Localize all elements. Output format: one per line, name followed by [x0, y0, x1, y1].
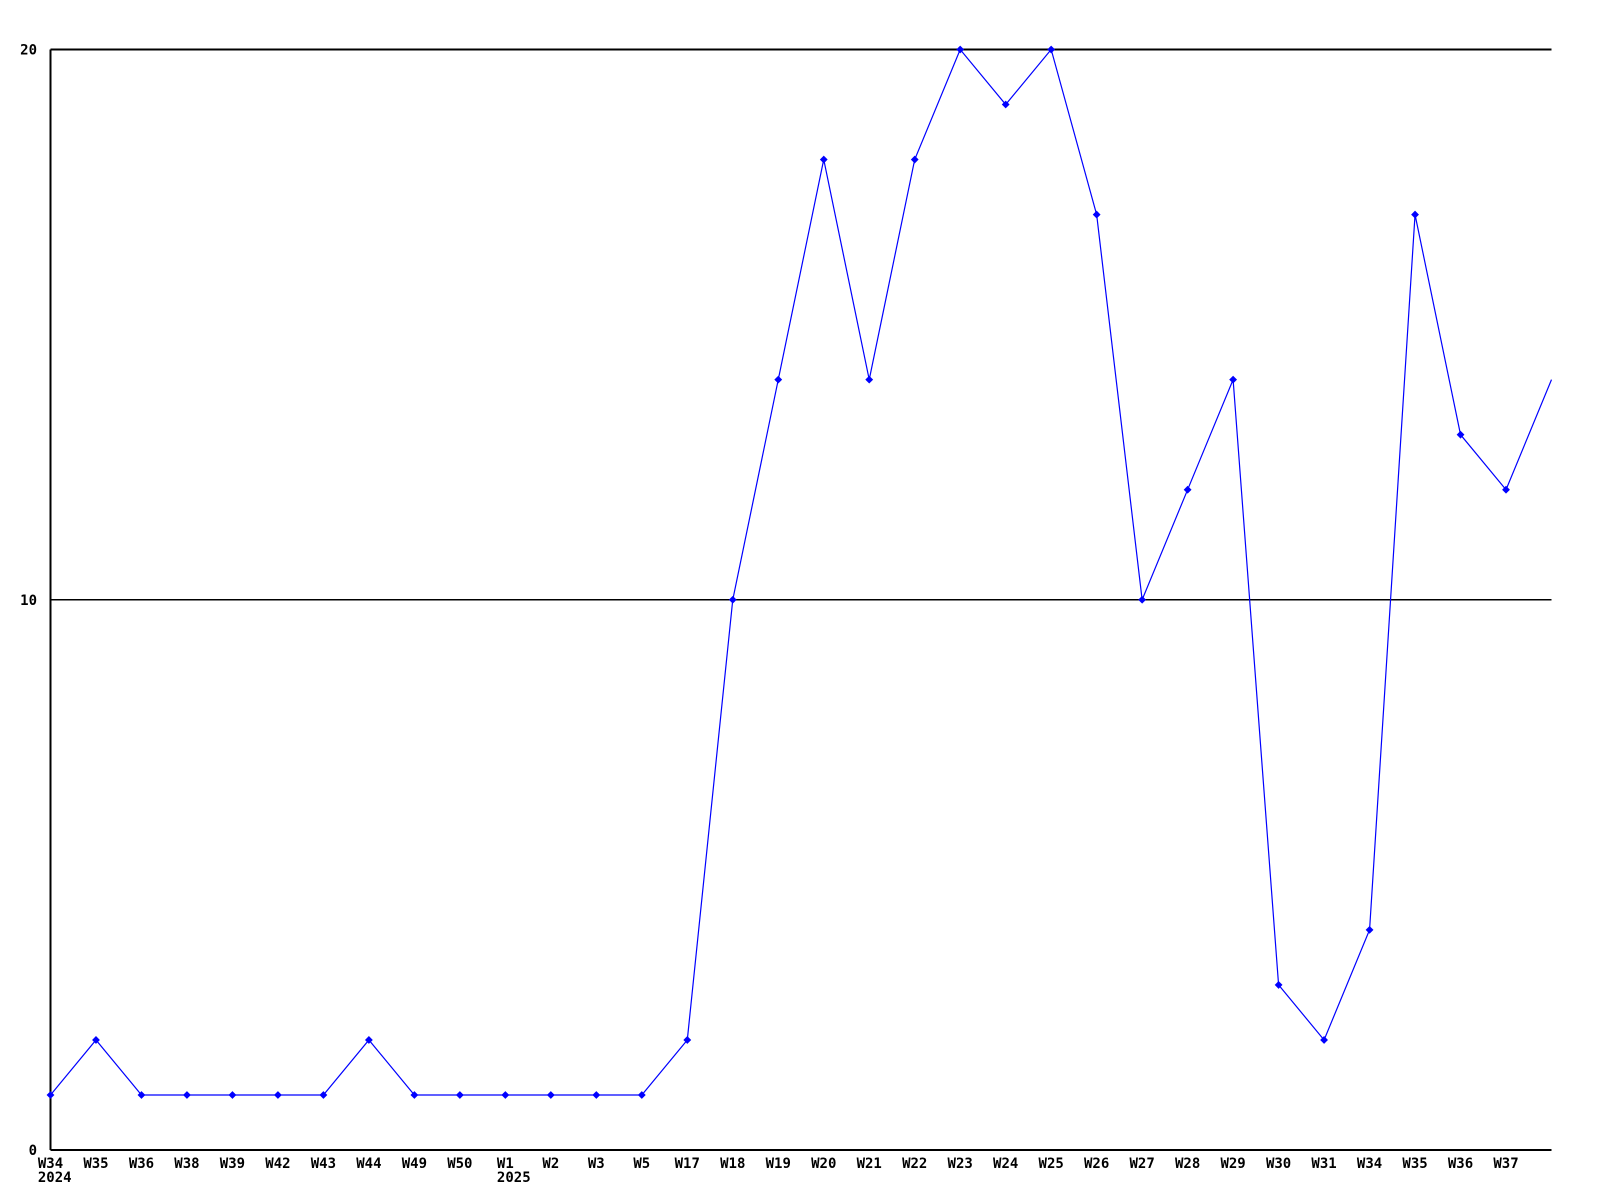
x-tick-label: W37: [1493, 1156, 1518, 1172]
x-tick-label: W3: [588, 1156, 605, 1172]
data-point-marker: [910, 155, 919, 164]
data-point-marker: [592, 1091, 601, 1099]
data-point-marker: [137, 1091, 146, 1099]
x-tick-label: W34: [38, 1156, 63, 1172]
data-point-marker: [1456, 430, 1465, 439]
data-point-marker: [637, 1091, 646, 1099]
x-tick-label: W30: [1266, 1156, 1291, 1172]
x-tick-label: W34: [1357, 1156, 1382, 1172]
x-tick-label: W17: [675, 1156, 700, 1172]
data-point-marker: [546, 1091, 555, 1099]
data-point-marker: [1183, 485, 1192, 494]
x-tick-label: W20: [811, 1156, 836, 1172]
data-line: [50, 48, 1553, 1096]
y-tick-label: 10: [20, 593, 37, 609]
x-tick-label: W49: [402, 1156, 427, 1172]
data-point-marker: [1365, 925, 1374, 934]
data-point-marker: [410, 1091, 419, 1099]
x-tick-label: W28: [1175, 1156, 1200, 1172]
x-tick-label: W31: [1311, 1156, 1336, 1172]
x-tick-label: W38: [174, 1156, 199, 1172]
data-point-marker: [455, 1091, 464, 1099]
x-tick-label: W36: [129, 1156, 154, 1172]
x-tick-label: W22: [902, 1156, 927, 1172]
x-tick-label: W23: [948, 1156, 973, 1172]
x-tick-label: W5: [633, 1156, 650, 1172]
y-tick-label: 0: [29, 1143, 37, 1159]
x-tick-label: W2: [542, 1156, 559, 1172]
x-tick-label: W27: [1129, 1156, 1154, 1172]
data-point-marker: [956, 45, 965, 54]
x-tick-label: W43: [311, 1156, 336, 1172]
x-tick-label: W35: [83, 1156, 108, 1172]
x-tick-label: W50: [447, 1156, 472, 1172]
data-point-marker: [46, 1091, 55, 1099]
data-point-marker: [1092, 210, 1101, 219]
data-point-marker: [274, 1091, 282, 1099]
x-tick-label: W25: [1039, 1156, 1064, 1172]
data-point-marker: [92, 1036, 100, 1044]
data-point-marker: [865, 375, 874, 384]
year-label: 2025: [497, 1170, 531, 1186]
x-tick-label: W35: [1402, 1156, 1427, 1172]
data-point-marker: [228, 1091, 237, 1099]
x-tick-label: W36: [1448, 1156, 1473, 1172]
x-tick-label: W42: [265, 1156, 290, 1172]
data-point-marker: [774, 375, 783, 384]
data-point-marker: [183, 1091, 191, 1099]
x-tick-label: W18: [720, 1156, 745, 1172]
data-point-marker: [1001, 100, 1010, 109]
data-point-marker: [1274, 981, 1283, 989]
data-point-marker: [1320, 1036, 1328, 1044]
data-point-marker: [728, 595, 737, 604]
data-point-marker: [364, 1036, 373, 1044]
year-label: 2024: [38, 1170, 72, 1186]
data-point-marker: [1229, 375, 1238, 384]
data-point-marker: [1502, 485, 1510, 494]
y-tick-label: 20: [20, 43, 37, 59]
data-point-marker: [319, 1091, 328, 1099]
x-tick-label: W44: [356, 1156, 381, 1172]
x-tick-label: W19: [766, 1156, 791, 1172]
data-point-marker: [1047, 45, 1056, 54]
data-point-marker: [1411, 210, 1419, 219]
x-tick-label: W21: [857, 1156, 882, 1172]
x-tick-label: W1: [497, 1156, 514, 1172]
x-tick-label: W39: [220, 1156, 245, 1172]
data-point-marker: [819, 155, 828, 164]
data-point-marker: [501, 1091, 510, 1099]
data-point-marker: [683, 1036, 692, 1044]
data-point-marker: [1138, 595, 1147, 604]
x-tick-label: W24: [993, 1156, 1018, 1172]
x-tick-label: W26: [1084, 1156, 1109, 1172]
x-tick-label: W29: [1220, 1156, 1245, 1172]
